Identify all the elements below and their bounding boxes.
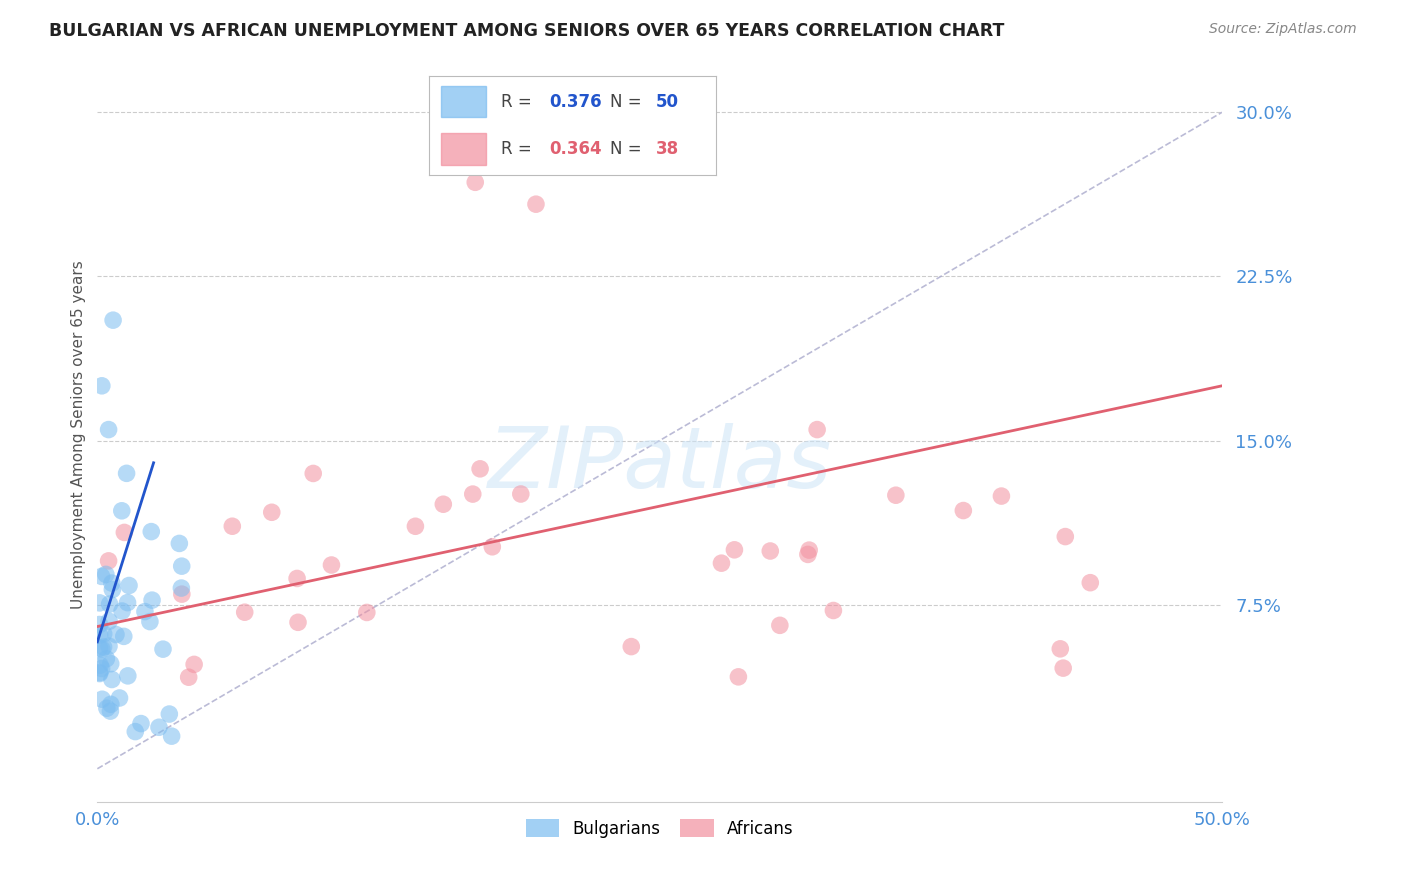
Point	[111, 604, 134, 618]
Point	[98, 615, 121, 629]
Point	[141, 593, 163, 607]
Point	[118, 578, 141, 592]
Point	[98, 639, 121, 653]
Legend: Bulgarians, Africans: Bulgarians, Africans	[519, 813, 800, 845]
Point	[302, 467, 325, 481]
Y-axis label: Unemployment Among Seniors over 65 years: Unemployment Among Seniors over 65 years	[72, 260, 86, 609]
Point	[93, 640, 115, 654]
Point	[134, 605, 156, 619]
Point	[148, 720, 170, 734]
Point	[321, 558, 343, 572]
Point	[101, 673, 124, 687]
Point	[169, 536, 191, 550]
Point	[170, 587, 193, 601]
Point	[177, 670, 200, 684]
Point	[100, 704, 122, 718]
Point	[94, 567, 117, 582]
Point	[183, 657, 205, 672]
Point	[1049, 641, 1071, 656]
Point	[461, 487, 484, 501]
Point	[806, 423, 828, 437]
Point	[101, 576, 124, 591]
Point	[620, 640, 643, 654]
Point	[509, 487, 531, 501]
Point	[152, 642, 174, 657]
Point	[759, 544, 782, 558]
Point	[468, 462, 491, 476]
Point	[356, 606, 378, 620]
Point	[170, 581, 193, 595]
Point	[727, 670, 749, 684]
Point	[710, 556, 733, 570]
Point	[89, 666, 111, 681]
Point	[100, 657, 122, 671]
Point	[111, 504, 134, 518]
Point	[157, 706, 180, 721]
Point	[285, 571, 308, 585]
Point	[260, 505, 283, 519]
Text: ZIPatlas: ZIPatlas	[488, 423, 832, 506]
Point	[97, 423, 120, 437]
Point	[117, 669, 139, 683]
Point	[823, 603, 845, 617]
Point	[797, 548, 820, 562]
Point	[101, 582, 124, 597]
Point	[91, 692, 114, 706]
Text: BULGARIAN VS AFRICAN UNEMPLOYMENT AMONG SENIORS OVER 65 YEARS CORRELATION CHART: BULGARIAN VS AFRICAN UNEMPLOYMENT AMONG …	[49, 22, 1004, 40]
Point	[990, 489, 1012, 503]
Point	[108, 690, 131, 705]
Point	[89, 658, 111, 673]
Point	[90, 661, 112, 675]
Text: Source: ZipAtlas.com: Source: ZipAtlas.com	[1209, 22, 1357, 37]
Point	[96, 701, 118, 715]
Point	[98, 597, 121, 611]
Point	[89, 617, 111, 632]
Point	[90, 569, 112, 583]
Point	[287, 615, 309, 630]
Point	[799, 543, 821, 558]
Point	[89, 596, 111, 610]
Point	[96, 652, 118, 666]
Point	[90, 642, 112, 657]
Point	[89, 628, 111, 642]
Point	[90, 379, 112, 393]
Point	[481, 540, 503, 554]
Point	[1054, 530, 1077, 544]
Point	[117, 596, 139, 610]
Point	[139, 615, 162, 629]
Point	[723, 542, 745, 557]
Point	[129, 716, 152, 731]
Point	[404, 519, 426, 533]
Point	[1078, 575, 1101, 590]
Point	[464, 175, 486, 189]
Point	[112, 629, 135, 643]
Point	[97, 554, 120, 568]
Point	[141, 524, 163, 539]
Point	[160, 729, 183, 743]
Point	[93, 627, 115, 641]
Point	[1052, 661, 1074, 675]
Point	[432, 497, 454, 511]
Point	[89, 665, 111, 680]
Point	[233, 605, 256, 619]
Point	[101, 313, 124, 327]
Point	[170, 559, 193, 574]
Point	[115, 467, 138, 481]
Point	[769, 618, 792, 632]
Point	[104, 627, 127, 641]
Point	[524, 197, 547, 211]
Point	[100, 698, 122, 712]
Point	[221, 519, 243, 533]
Point	[89, 640, 111, 655]
Point	[884, 488, 907, 502]
Point	[952, 503, 974, 517]
Point	[124, 724, 146, 739]
Point	[112, 525, 135, 540]
